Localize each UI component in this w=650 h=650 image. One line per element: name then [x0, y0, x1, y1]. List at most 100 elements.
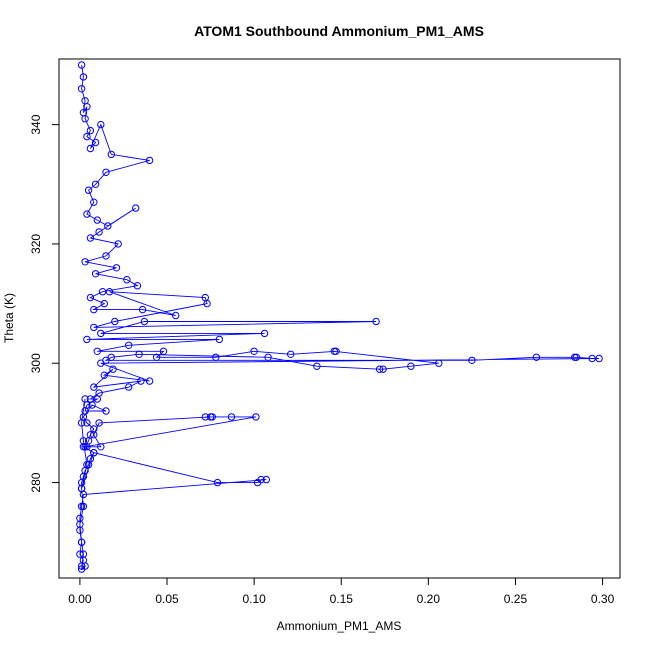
data-point [81, 258, 89, 266]
x-tick-label: 0.10 [242, 592, 266, 606]
y-tick-label: 300 [29, 353, 43, 373]
data-point [91, 138, 100, 147]
data-point [86, 234, 95, 242]
x-axis-label: Ammonium_PM1_AMS [277, 619, 402, 633]
data-point [79, 437, 88, 445]
data-point [262, 475, 270, 484]
data-point [468, 356, 476, 364]
data-point [93, 347, 102, 355]
x-tick-label: 0.25 [504, 592, 528, 606]
data-point [111, 317, 119, 326]
x-tick-label: 0.20 [417, 592, 441, 606]
data-point [201, 413, 210, 421]
data-point [212, 353, 220, 361]
data-point [112, 264, 121, 272]
data-point [123, 276, 131, 284]
data-point [88, 401, 96, 409]
data-point [90, 305, 98, 314]
data-point [91, 270, 100, 278]
data-point [152, 353, 161, 361]
data-point [86, 126, 95, 135]
data-point [97, 359, 105, 367]
data-point [264, 353, 272, 361]
data-point [257, 475, 265, 484]
data-point [140, 317, 149, 326]
data-point [145, 377, 154, 385]
data-point [90, 449, 98, 457]
data-point [213, 478, 222, 487]
data-point [91, 180, 100, 189]
data-point [135, 350, 143, 358]
data-point [203, 299, 211, 308]
data-point [83, 461, 91, 469]
data-point [83, 335, 91, 344]
data-point [100, 371, 109, 379]
data-point [435, 359, 443, 367]
data-point [250, 347, 258, 355]
x-tick-label: 0.00 [68, 592, 92, 606]
data-point [215, 335, 224, 344]
data-point [260, 329, 269, 338]
data-point [97, 120, 105, 129]
data-point [84, 186, 93, 194]
data-point [159, 347, 168, 355]
data-point [595, 354, 603, 363]
data-point [145, 156, 154, 165]
data-layer [76, 61, 603, 573]
data-point [109, 365, 117, 373]
data-point [137, 377, 145, 385]
y-tick-label: 280 [29, 472, 43, 492]
data-point [95, 419, 103, 427]
data-point [132, 204, 140, 212]
data-point [90, 198, 98, 206]
data-point [79, 73, 88, 81]
data-point [76, 520, 84, 528]
data-point [330, 347, 338, 355]
data-point [83, 103, 91, 111]
data-point [206, 413, 215, 421]
data-point [95, 228, 103, 236]
series-line [79, 64, 600, 571]
data-point [125, 383, 133, 391]
x-tick-label: 0.05 [155, 592, 179, 606]
data-point [83, 443, 91, 451]
data-point [313, 362, 321, 370]
data-point [104, 222, 112, 230]
data-point [105, 288, 114, 296]
data-point [83, 419, 91, 427]
data-point [287, 350, 295, 358]
y-axis-label: Theta (K) [2, 293, 16, 343]
data-point [100, 299, 109, 308]
data-point [372, 317, 380, 326]
data-point [77, 85, 86, 93]
data-point [572, 353, 581, 361]
data-point [77, 538, 86, 546]
data-point [79, 550, 88, 558]
data-point [90, 431, 98, 439]
data-point [81, 115, 89, 123]
data-point [90, 323, 98, 332]
data-point [86, 144, 95, 153]
data-point [133, 282, 142, 290]
data-point [93, 216, 102, 224]
data-point [102, 168, 110, 177]
chart-title: ATOM1 Southbound Ammonium_PM1_AMS [194, 23, 484, 39]
x-axis: 0.00 0.05 0.10 0.15 0.20 0.25 0.30 [68, 577, 615, 606]
data-point [102, 252, 110, 260]
data-point [77, 419, 86, 427]
data-point [107, 150, 116, 159]
data-point [227, 413, 236, 421]
data-point [97, 329, 105, 338]
data-point [125, 341, 133, 349]
data-point [77, 562, 86, 570]
data-point [532, 353, 541, 361]
data-point [83, 210, 91, 218]
data-point [102, 407, 110, 415]
x-tick-label: 0.30 [591, 592, 615, 606]
data-point [77, 61, 86, 69]
data-point [76, 550, 84, 558]
data-point [588, 354, 596, 363]
data-point [77, 565, 86, 573]
data-point [407, 362, 415, 370]
data-point [375, 365, 384, 373]
